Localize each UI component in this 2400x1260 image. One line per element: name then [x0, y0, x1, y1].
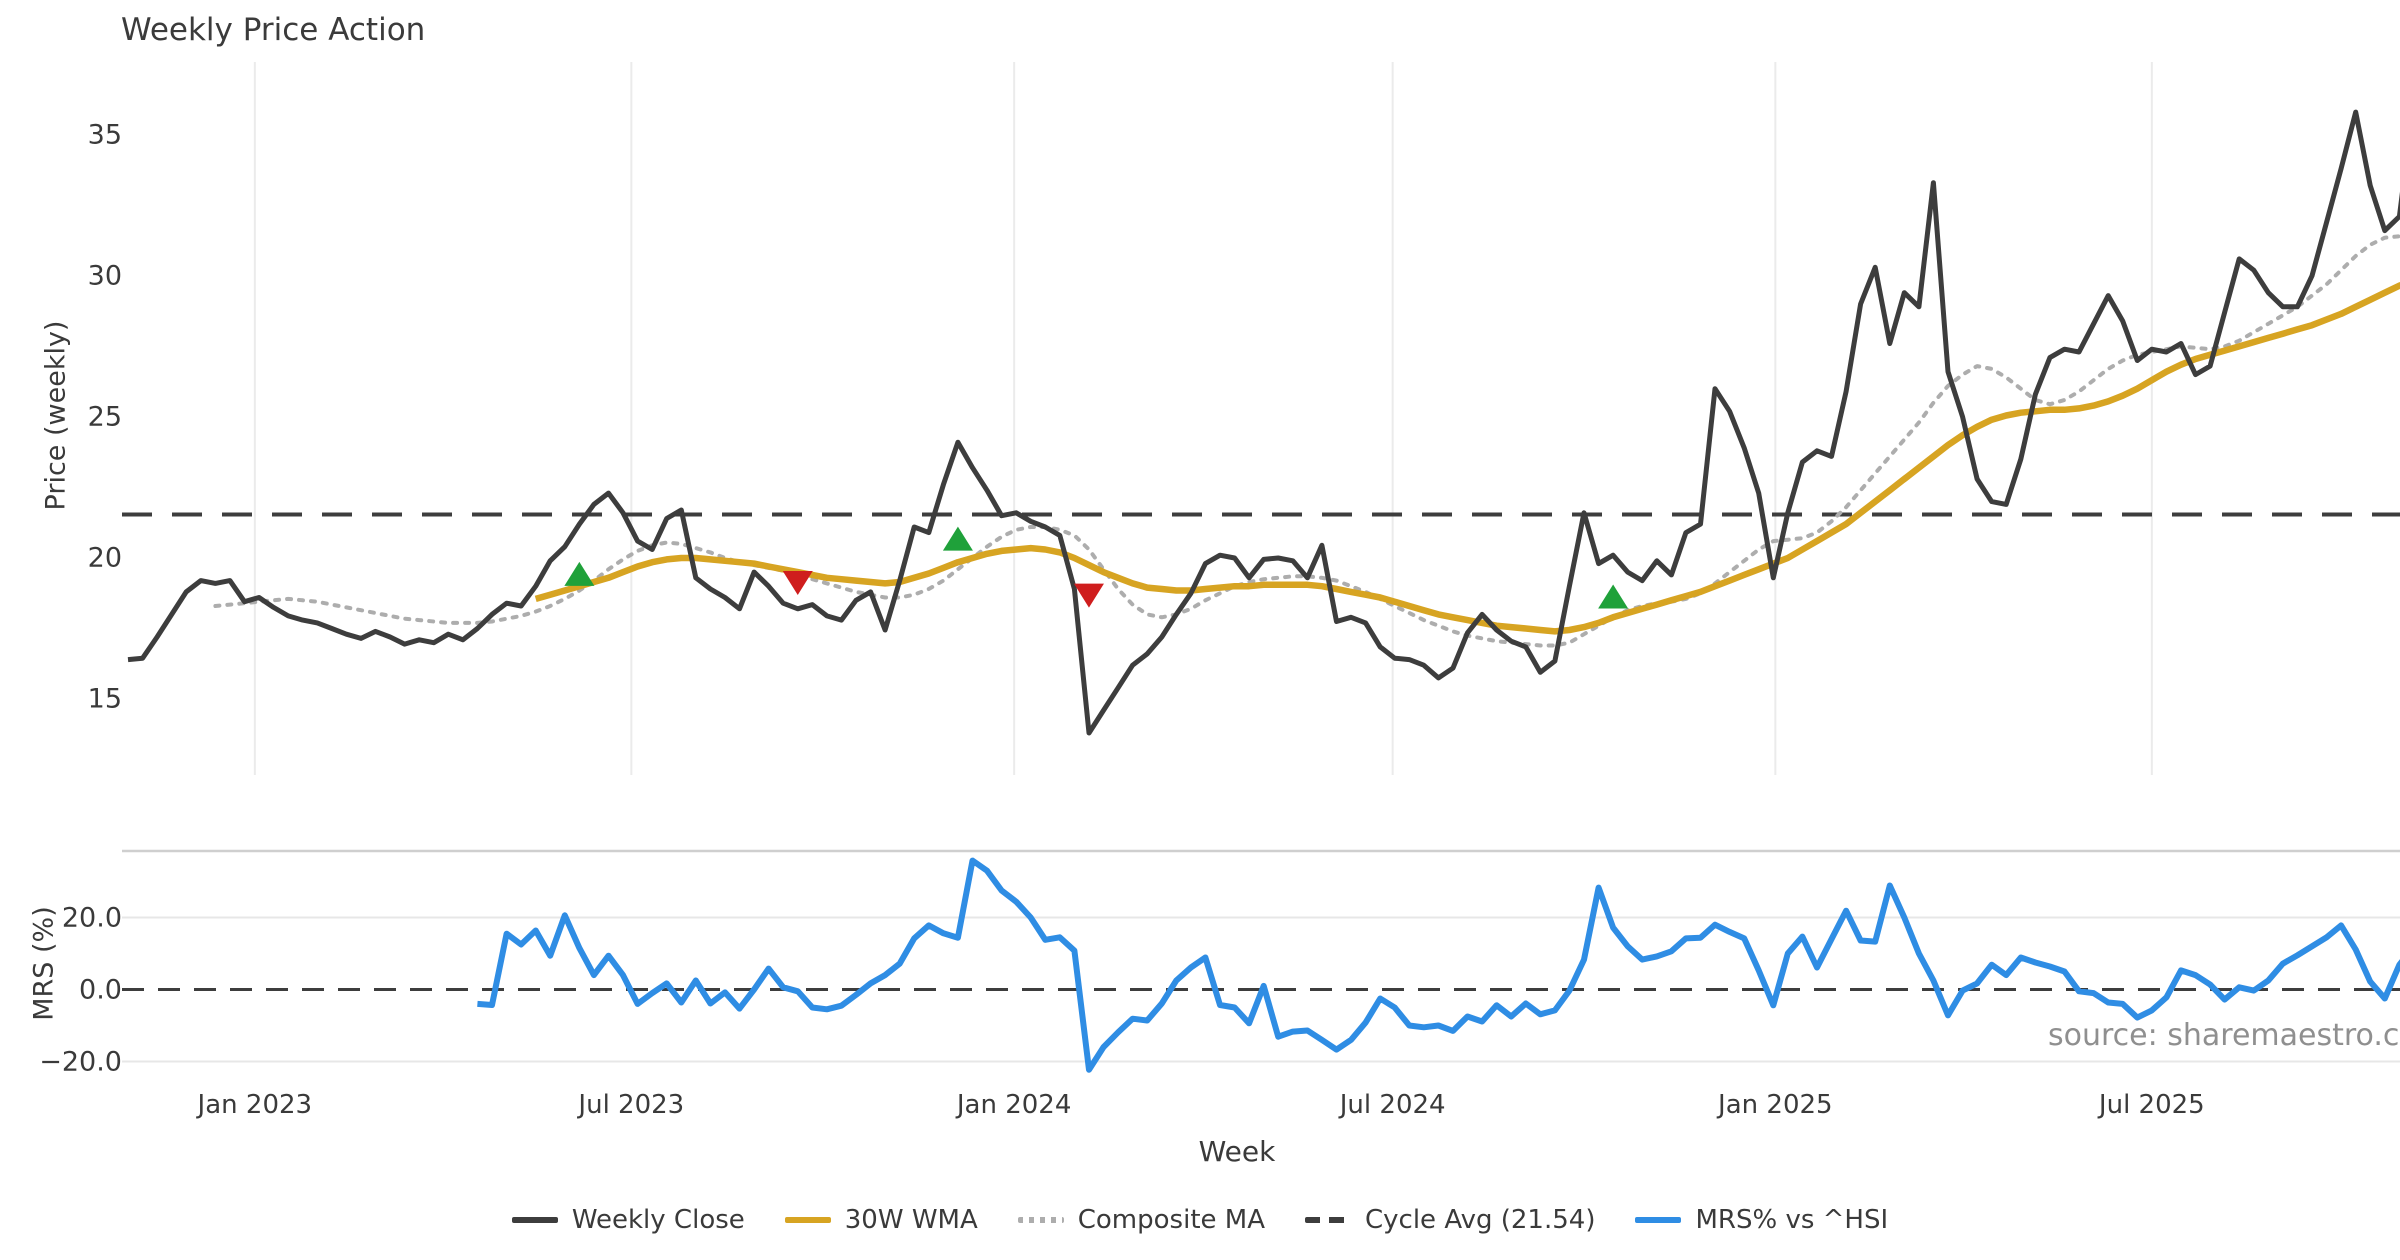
sell-signal-marker: [782, 570, 813, 595]
price-tick-label: 35: [87, 119, 122, 151]
legend-label: Cycle Avg (21.54): [1365, 1205, 1596, 1235]
legend-swatch: [1017, 1217, 1064, 1223]
x-tick-label: Jan 2023: [197, 1090, 313, 1120]
legend-item: MRS% vs ^HSI: [1635, 1205, 1888, 1235]
legend-swatch: [511, 1217, 558, 1223]
price-tick-label: 25: [87, 401, 122, 433]
buy-signal-marker: [564, 561, 595, 586]
x-tick-label: Jan 2025: [1718, 1090, 1833, 1120]
legend-item: Composite MA: [1017, 1205, 1265, 1235]
legend-label: Composite MA: [1077, 1205, 1265, 1235]
price-tick-label: 30: [87, 260, 122, 292]
x-tick-label: Jul 2024: [1339, 1090, 1446, 1120]
legend-swatch: [784, 1217, 831, 1223]
x-tick-label: Jan 2024: [956, 1090, 1072, 1120]
legend-item: Cycle Avg (21.54): [1305, 1205, 1595, 1235]
legend-item: Weekly Close: [511, 1205, 745, 1235]
mrs-tick-label: 0.0: [79, 974, 122, 1005]
weekly-close-line: [127, 109, 2400, 736]
legend-swatch: [1635, 1217, 1682, 1223]
legend-label: 30W WMA: [844, 1205, 978, 1235]
source-watermark: source: sharemaestro.com: [2048, 1018, 2400, 1053]
x-tick-label: Jul 2025: [2098, 1090, 2205, 1120]
price-tick-label: 20: [87, 542, 122, 574]
buy-signal-marker: [1598, 584, 1629, 609]
legend-label: MRS% vs ^HSI: [1695, 1205, 1889, 1235]
mrs-tick-label: 20.0: [61, 902, 122, 933]
mrs-axis-label: MRS (%): [28, 906, 60, 1021]
price-tick-label: 15: [87, 683, 122, 715]
x-tick-label: Jul 2023: [578, 1090, 685, 1120]
page-title: Weekly Price Action: [121, 12, 426, 48]
legend: Weekly Close 30W WMA Composite MA Cycle Avg…: [0, 1205, 2400, 1235]
wma-30w-line: [534, 281, 2400, 635]
x-axis-label: Week: [1198, 1135, 1276, 1168]
mrs-line: [477, 857, 2400, 1073]
sell-signal-marker: [1073, 583, 1104, 608]
mrs-tick-label: −20.0: [39, 1046, 122, 1077]
legend-item: 30W WMA: [784, 1205, 978, 1235]
buy-signal-marker: [942, 526, 973, 551]
legend-swatch: [1305, 1217, 1351, 1223]
legend-label: Weekly Close: [571, 1205, 745, 1235]
